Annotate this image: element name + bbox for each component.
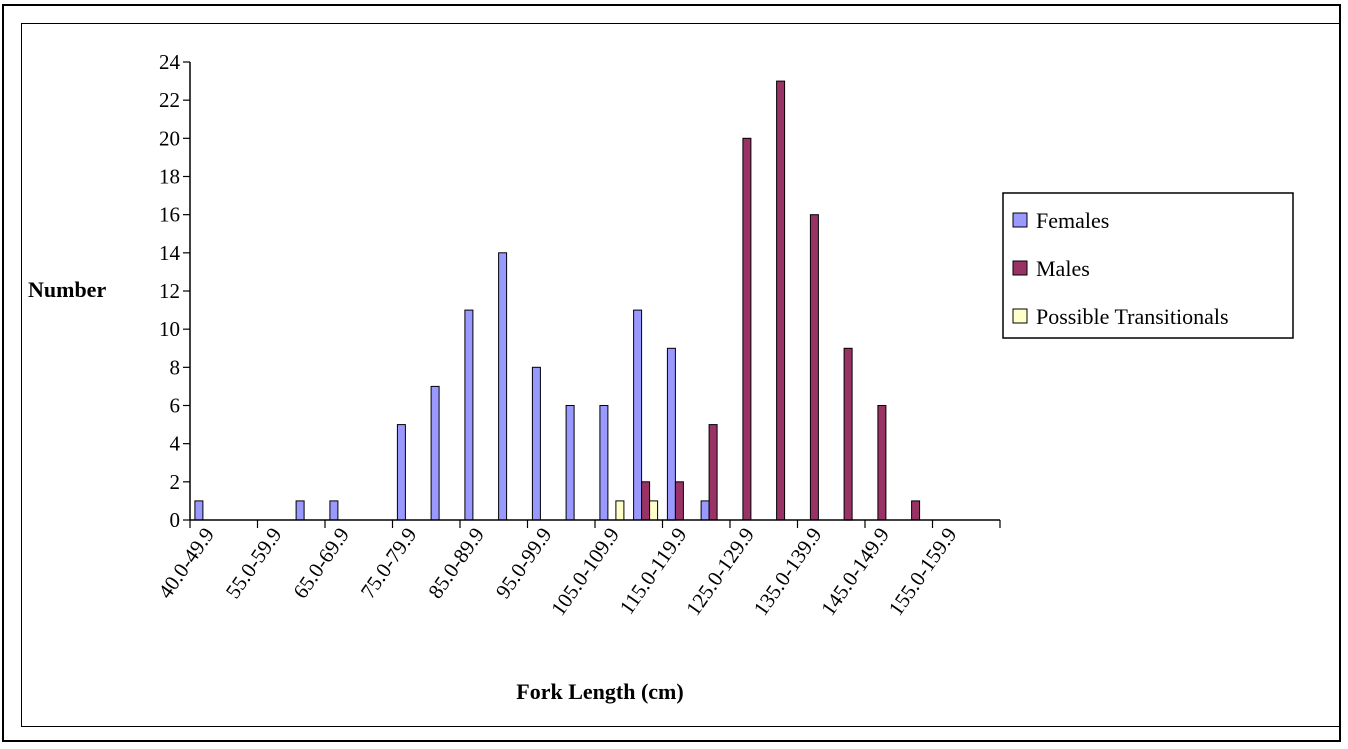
y-tick-label: 20 <box>159 126 180 150</box>
x-tick-label: 155.0-159.9 <box>884 523 962 620</box>
y-tick-label: 22 <box>159 88 180 112</box>
bar-females-14 <box>666 347 676 521</box>
x-tick-label: 95.0-99.9 <box>491 523 557 603</box>
legend-label: Possible Transitionals <box>1036 304 1229 329</box>
bars-layer <box>194 80 921 521</box>
x-tick-label: 135.0-139.9 <box>749 523 827 620</box>
y-axis-title: Number <box>28 277 106 302</box>
legend-label: Females <box>1036 208 1109 233</box>
legend-label: Males <box>1036 256 1090 281</box>
bar-females-0 <box>194 500 204 521</box>
y-tick-label: 6 <box>170 394 181 418</box>
x-tick-label: 115.0-119.9 <box>615 523 692 619</box>
y-tick-label: 10 <box>159 317 180 341</box>
bar-females-7 <box>430 385 440 521</box>
y-tick-label: 2 <box>170 470 181 494</box>
bar-males-15 <box>708 424 718 521</box>
bar-males-18 <box>809 214 819 521</box>
bar-females-15 <box>700 500 710 521</box>
axes-layer <box>183 61 1001 528</box>
bar-males-14 <box>674 481 684 521</box>
bar-possible-transitionals-13 <box>649 500 659 521</box>
bar-males-19 <box>843 347 853 521</box>
bar-males-17 <box>776 80 786 521</box>
y-tick-label: 0 <box>170 508 181 532</box>
legend-swatch-males <box>1012 260 1028 276</box>
x-tick-label: 75.0-79.9 <box>356 523 422 603</box>
bar-females-4 <box>329 500 339 521</box>
y-tick-label: 4 <box>170 432 181 456</box>
x-tick-label: 85.0-89.9 <box>423 523 489 603</box>
y-tick-label: 24 <box>159 50 181 74</box>
bar-females-10 <box>531 366 541 521</box>
x-tick-label: 105.0-109.9 <box>546 523 624 620</box>
x-tick-label: 40.0-49.9 <box>153 523 219 603</box>
bar-males-13 <box>641 481 651 521</box>
legend-swatch-females <box>1012 212 1028 228</box>
x-tick-label: 65.0-69.9 <box>288 523 354 603</box>
bar-males-16 <box>742 137 752 521</box>
bar-females-6 <box>396 424 406 521</box>
bar-females-11 <box>565 405 575 521</box>
bar-females-9 <box>498 252 508 521</box>
x-tick-label: 145.0-149.9 <box>816 523 894 620</box>
bar-females-12 <box>599 405 609 521</box>
legend: Females Males Possible Transitionals <box>1002 192 1294 339</box>
y-tick-label: 16 <box>159 203 180 227</box>
bar-females-3 <box>295 500 305 521</box>
legend-box <box>1002 192 1294 339</box>
x-tick-labels: 40.0-49.9 55.0-59.9 65.0-69.9 75.0-79.9 85.0… <box>153 523 961 620</box>
y-tick-label: 12 <box>159 279 180 303</box>
chart-inner-border <box>21 23 1341 727</box>
bar-males-20 <box>877 405 887 521</box>
y-tick-label: 14 <box>159 241 181 265</box>
bar-males-21 <box>911 500 921 521</box>
bar-females-13 <box>633 309 643 521</box>
legend-swatch-possible-transitionals <box>1012 308 1028 324</box>
x-tick-label: 55.0-59.9 <box>221 523 287 603</box>
x-axis-title: Fork Length (cm) <box>516 679 683 704</box>
y-tick-label: 18 <box>159 165 180 189</box>
x-tick-label: 125.0-129.9 <box>681 523 759 620</box>
bar-possible-transitionals-12 <box>615 500 625 521</box>
y-tick-label: 8 <box>170 355 181 379</box>
bar-females-8 <box>464 309 474 521</box>
